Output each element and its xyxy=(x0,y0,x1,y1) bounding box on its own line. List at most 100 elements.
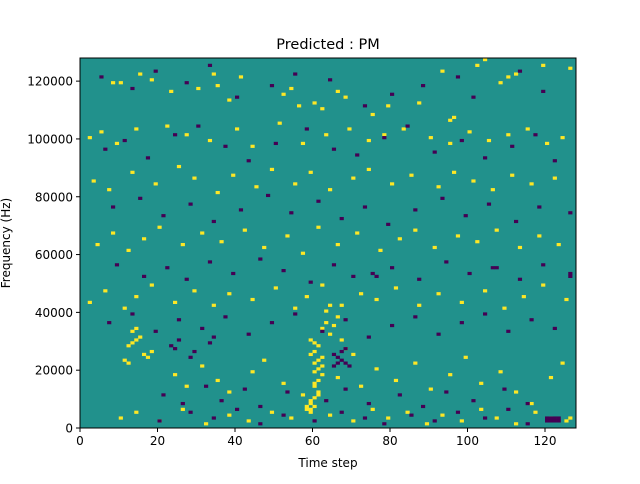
heatmap-cell-high xyxy=(541,283,546,287)
heatmap-cell-low xyxy=(552,326,557,331)
heatmap-cell-high xyxy=(227,390,232,394)
heatmap-cell-high xyxy=(390,182,395,186)
heatmap-cell-low xyxy=(258,422,263,426)
heatmap-cell-high xyxy=(308,352,313,357)
heatmap-cell-high xyxy=(250,370,255,374)
heatmap-cell-high xyxy=(126,344,131,348)
heatmap-cell-low xyxy=(533,133,538,137)
heatmap-cell-low xyxy=(269,321,275,325)
heatmap-cell-low xyxy=(184,81,189,85)
heatmap-cell-high xyxy=(548,375,554,380)
heatmap-cell-high xyxy=(541,63,546,67)
heatmap-cell-low xyxy=(455,410,461,414)
heatmap-cell-high xyxy=(335,243,340,247)
heatmap-cell-high xyxy=(300,251,306,255)
heatmap-cell-low xyxy=(269,84,275,88)
heatmap-cell-low xyxy=(459,321,464,325)
heatmap-cell-low xyxy=(161,214,166,218)
heatmap-cell-high xyxy=(436,292,441,296)
heatmap-cell-high xyxy=(498,370,503,374)
heatmap-cell-high xyxy=(459,419,464,423)
heatmap-cell-low xyxy=(258,404,263,409)
heatmap-cells xyxy=(80,58,576,428)
heatmap-cell-high xyxy=(328,413,333,417)
heatmap-cell-low xyxy=(556,419,561,423)
heatmap-cell-high xyxy=(498,81,503,85)
x-tick-label: 120 xyxy=(534,434,557,448)
heatmap-cell-high xyxy=(130,329,135,333)
heatmap-cell-low xyxy=(517,69,523,73)
heatmap-cell-high xyxy=(351,419,356,423)
heatmap-cell-low xyxy=(506,329,511,333)
heatmap-cell-high xyxy=(118,81,123,85)
y-tick-label: 0 xyxy=(65,422,73,436)
heatmap-cell-low xyxy=(223,144,228,148)
heatmap-cell-high xyxy=(180,243,185,247)
heatmap-cell-high xyxy=(312,341,317,345)
heatmap-cell-low xyxy=(207,260,213,264)
heatmap-cell-high xyxy=(277,121,282,125)
heatmap-cell-low xyxy=(281,269,286,273)
heatmap-cell-low xyxy=(362,104,368,108)
heatmap-cell-high xyxy=(514,72,519,76)
heatmap-cell-high xyxy=(242,228,247,232)
heatmap-cell-high xyxy=(99,130,104,134)
heatmap-cell-low xyxy=(467,271,472,276)
heatmap-cell-low xyxy=(421,84,426,88)
heatmap-cell-low xyxy=(231,271,236,276)
heatmap-cell-high xyxy=(114,141,120,146)
heatmap-cell-high xyxy=(304,295,309,299)
heatmap-cell-low xyxy=(339,216,344,221)
heatmap-cell-low xyxy=(568,211,573,215)
heatmap-cell-high xyxy=(316,393,321,397)
heatmap-cell-high xyxy=(479,381,484,385)
heatmap-cell-high xyxy=(111,81,116,85)
heatmap-cell-low xyxy=(343,361,348,365)
heatmap-cell-low xyxy=(529,318,534,322)
heatmap-cell-low xyxy=(552,419,557,423)
heatmap-cell-high xyxy=(312,384,317,388)
heatmap-cell-high xyxy=(521,295,526,299)
heatmap-cell-high xyxy=(312,381,317,385)
heatmap-cell-high xyxy=(312,404,317,409)
heatmap-cell-high xyxy=(417,303,422,307)
heatmap-cell-high xyxy=(351,352,356,357)
heatmap-cell-low xyxy=(246,159,251,163)
heatmap-cell-high xyxy=(316,344,321,348)
heatmap-cell-high xyxy=(560,361,565,365)
heatmap-cell-high xyxy=(370,407,375,411)
heatmap-cell-high xyxy=(192,289,197,293)
heatmap-cell-low xyxy=(421,404,426,409)
heatmap-cell-high xyxy=(494,416,499,420)
heatmap-cell-low xyxy=(370,271,375,276)
heatmap-cell-high xyxy=(320,373,325,377)
heatmap-cell-high xyxy=(285,234,290,238)
heatmap-cell-low xyxy=(328,78,333,82)
heatmap-cell-low xyxy=(188,202,193,206)
heatmap-cell-low xyxy=(355,153,360,157)
heatmap-cell-low xyxy=(552,159,557,163)
x-axis-label: Time step xyxy=(297,456,357,470)
heatmap-cell-low xyxy=(211,416,216,420)
heatmap-cell-low xyxy=(362,205,368,209)
heatmap-cell-low xyxy=(238,208,244,212)
heatmap-cell-high xyxy=(510,173,515,177)
heatmap-cell-high xyxy=(312,361,317,365)
heatmap-cell-high xyxy=(149,283,154,287)
heatmap-cell-low xyxy=(285,390,290,394)
heatmap-cell-low xyxy=(366,335,371,339)
heatmap-cell-low xyxy=(235,95,240,99)
heatmap-cell-high xyxy=(215,84,220,88)
heatmap-cell-high xyxy=(134,326,139,331)
heatmap-cell-low xyxy=(331,352,337,357)
heatmap-cell-low xyxy=(525,401,530,406)
heatmap-cell-high xyxy=(138,335,143,339)
heatmap-cell-high xyxy=(556,243,561,247)
heatmap-cell-high xyxy=(134,127,139,131)
heatmap-cell-low xyxy=(390,266,395,270)
heatmap-cell-high xyxy=(312,349,317,354)
heatmap-cell-high xyxy=(320,283,325,287)
heatmap-cell-high xyxy=(169,89,174,93)
heatmap-cell-high xyxy=(262,358,267,362)
